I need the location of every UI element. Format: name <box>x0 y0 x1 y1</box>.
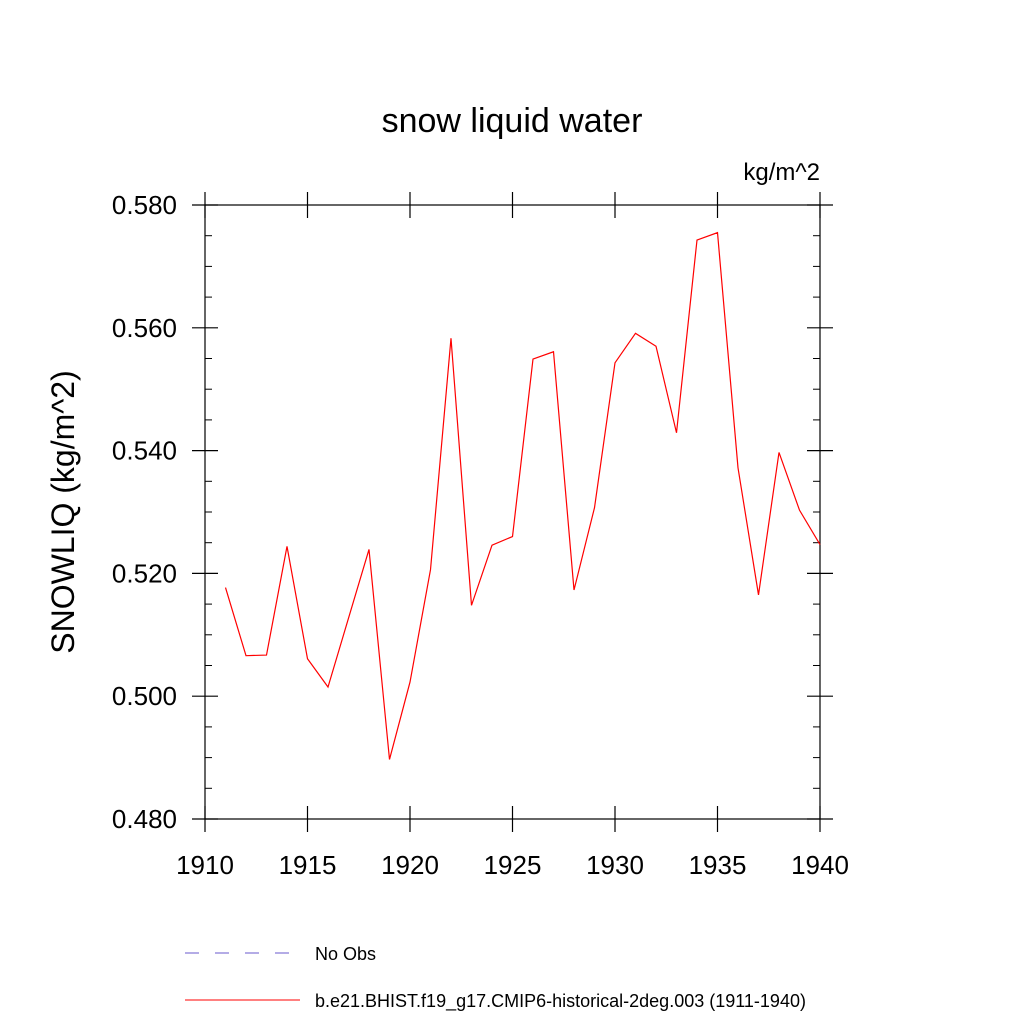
legend: No Obs b.e21.BHIST.f19_g17.CMIP6-historic… <box>185 944 806 1012</box>
y-tick-label: 0.540 <box>112 436 177 466</box>
series-line <box>224 231 821 760</box>
y-tick-label: 0.580 <box>112 190 177 220</box>
series-layer <box>224 231 821 760</box>
x-tick-label: 1920 <box>381 850 439 880</box>
y-tick-label: 0.500 <box>112 681 177 711</box>
y-tick-label: 0.520 <box>112 558 177 588</box>
chart-title: snow liquid water <box>382 102 643 140</box>
legend-label: No Obs <box>315 944 376 964</box>
x-tick-label: 1925 <box>484 850 542 880</box>
units-label: kg/m^2 <box>743 159 820 186</box>
y-axis-label: SNOWLIQ (kg/m^2) <box>45 370 81 653</box>
axis-ticks <box>192 192 833 832</box>
x-tick-label: 1910 <box>176 850 234 880</box>
y-tick-label: 0.560 <box>112 313 177 343</box>
tick-labels: 1910 1915 1920 1925 1930 1935 1940 0.480 0.500 0.… <box>112 190 849 880</box>
x-tick-label: 1940 <box>791 850 849 880</box>
legend-label: b.e21.BHIST.f19_g17.CMIP6-historical-2de… <box>315 991 806 1012</box>
x-tick-label: 1935 <box>689 850 747 880</box>
x-tick-label: 1915 <box>279 850 337 880</box>
y-tick-label: 0.480 <box>112 804 177 834</box>
x-tick-label: 1930 <box>586 850 644 880</box>
plot-frame <box>204 204 821 820</box>
